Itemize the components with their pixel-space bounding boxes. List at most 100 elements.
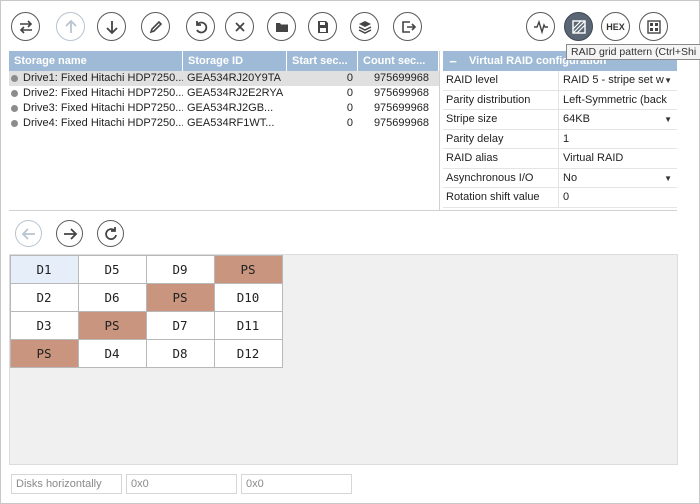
storage-id: GEA534RJ20Y9TA — [187, 72, 281, 84]
prop-stripe-size[interactable]: Stripe size 64KB ▼ — [443, 110, 677, 130]
prop-value: No — [563, 171, 578, 184]
tooltip: RAID grid pattern (Ctrl+Shi — [566, 44, 700, 60]
drive-status-icon — [11, 75, 18, 82]
raid-grid-pattern-button[interactable] — [564, 12, 593, 41]
arrow-right-icon — [63, 227, 77, 240]
blocks-icon — [646, 19, 661, 34]
open-folder-button[interactable] — [267, 12, 296, 41]
column-header-storage-id[interactable]: Storage ID — [183, 51, 287, 71]
move-down-button[interactable] — [97, 12, 126, 41]
grid-cell-data[interactable]: D3 — [9, 310, 79, 340]
save-icon — [317, 20, 328, 33]
close-button[interactable] — [225, 12, 254, 41]
count-sector: 975699968 — [373, 102, 429, 114]
offset-field[interactable]: 0x0 — [126, 474, 237, 494]
move-up-icon — [64, 19, 77, 33]
grid-cell-data[interactable]: D4 — [77, 338, 147, 368]
chevron-down-icon[interactable]: ▼ — [664, 173, 672, 183]
grid-cell-parity[interactable]: PS — [145, 282, 215, 312]
count-sector: 975699968 — [373, 117, 429, 129]
grid-cell-data[interactable]: D6 — [77, 282, 147, 312]
grid-cell-parity[interactable]: PS — [77, 310, 147, 340]
swap-button[interactable] — [11, 12, 40, 41]
column-header-storage-name[interactable]: Storage name — [9, 51, 183, 71]
grid-cell-data[interactable]: D12 — [213, 338, 283, 368]
prop-label: Stripe size — [443, 110, 559, 129]
storage-name: Drive2: Fixed Hitachi HDP7250... — [23, 87, 183, 99]
folder-icon — [275, 22, 288, 32]
prop-parity-delay[interactable]: Parity delay 1 — [443, 129, 677, 149]
grid-cell-data[interactable]: D1 — [9, 254, 79, 284]
blocks-button[interactable] — [639, 12, 668, 41]
grid-cell-data[interactable]: D10 — [213, 282, 283, 312]
hex-icon: HEX — [606, 21, 625, 32]
arrow-left-icon — [21, 227, 35, 240]
storage-table: Storage name Storage ID Start sec... Cou… — [9, 51, 439, 211]
section-divider — [9, 210, 677, 211]
table-row[interactable]: Drive2: Fixed Hitachi HDP7250... GEA534R… — [9, 86, 439, 101]
table-row[interactable]: Drive4: Fixed Hitachi HDP7250... GEA534R… — [9, 116, 439, 131]
refresh-icon — [104, 226, 117, 240]
chevron-down-icon[interactable]: ▼ — [664, 115, 672, 124]
storage-name: Drive3: Fixed Hitachi HDP7250... — [23, 102, 183, 114]
collapse-icon[interactable]: − — [449, 53, 457, 69]
swap-icon — [19, 19, 32, 34]
grid-cell-data[interactable]: D11 — [213, 310, 283, 340]
start-sector: 0 — [346, 117, 353, 129]
waveform-button[interactable] — [526, 12, 555, 41]
grid-cell-parity[interactable]: PS — [9, 338, 79, 368]
prop-asynchronous-io[interactable]: Asynchronous I/O No ▼ — [443, 168, 677, 188]
back-button[interactable] — [15, 220, 42, 247]
prop-raid-alias[interactable]: RAID alias Virtual RAID — [443, 149, 677, 169]
grid-cell-data[interactable]: D7 — [145, 310, 215, 340]
prop-label: Parity delay — [443, 129, 559, 148]
grid-cell-data[interactable]: D5 — [77, 254, 147, 284]
table-row[interactable]: Drive1: Fixed Hitachi HDP7250... GEA534R… — [9, 71, 439, 86]
raid-grid-area: D1 D5 D9 PS D2 D6 PS D10 D3 PS D7 D11 PS D4 D8 D12 — [9, 254, 678, 465]
layout-select[interactable]: Disks horizontally — [11, 474, 122, 494]
storage-name: Drive4: Fixed Hitachi HDP7250... — [23, 117, 183, 129]
column-header-start-sector[interactable]: Start sec... — [287, 51, 358, 71]
waveform-icon — [533, 19, 548, 34]
refresh-button[interactable] — [97, 220, 124, 247]
prop-value: Virtual RAID — [563, 152, 624, 164]
start-sector: 0 — [346, 87, 353, 99]
start-sector: 0 — [346, 102, 353, 114]
layers-icon — [358, 20, 371, 34]
prop-value: 64KB — [563, 113, 590, 125]
count-sector: 975699968 — [373, 72, 429, 84]
save-button[interactable] — [308, 12, 337, 41]
drive-status-icon — [11, 120, 18, 127]
grid-cell-data[interactable]: D8 — [145, 338, 215, 368]
table-row[interactable]: Drive3: Fixed Hitachi HDP7250... GEA534R… — [9, 101, 439, 116]
storage-table-header: Storage name Storage ID Start sec... Cou… — [9, 51, 439, 71]
prop-label: Rotation shift value — [443, 188, 559, 207]
export-icon — [401, 20, 416, 33]
forward-button[interactable] — [56, 220, 83, 247]
prop-raid-level[interactable]: RAID level RAID 5 - stripe set w ▼ — [443, 71, 677, 91]
export-button[interactable] — [393, 12, 422, 41]
layers-button[interactable] — [350, 12, 379, 41]
prop-label: Parity distribution — [443, 90, 559, 109]
storage-name: Drive1: Fixed Hitachi HDP7250... — [23, 72, 183, 84]
toolbar: HEX — [11, 12, 691, 42]
grid-cell-parity[interactable]: PS — [213, 254, 283, 284]
grid-cell-data[interactable]: D2 — [9, 282, 79, 312]
chevron-down-icon[interactable]: ▼ — [664, 76, 672, 85]
column-header-count-sector[interactable]: Count sec... — [358, 51, 439, 71]
undo-button[interactable] — [186, 12, 215, 41]
raid-grid: D1 D5 D9 PS D2 D6 PS D10 D3 PS D7 D11 PS D4 D8 D12 — [9, 254, 283, 368]
panel-splitter[interactable] — [439, 51, 440, 211]
prop-parity-distribution[interactable]: Parity distribution Left-Symmetric (back — [443, 90, 677, 110]
prop-value: 1 — [563, 132, 570, 145]
prop-rotation-shift[interactable]: Rotation shift value 0 — [443, 188, 677, 208]
hex-button[interactable]: HEX — [601, 12, 630, 41]
grid-cell-data[interactable]: D9 — [145, 254, 215, 284]
edit-button[interactable] — [141, 12, 170, 41]
prop-label: RAID alias — [443, 149, 559, 168]
grid-pattern-icon — [571, 19, 586, 34]
size-field[interactable]: 0x0 — [241, 474, 352, 494]
prop-label: Asynchronous I/O — [443, 168, 559, 187]
move-up-button[interactable] — [56, 12, 85, 41]
